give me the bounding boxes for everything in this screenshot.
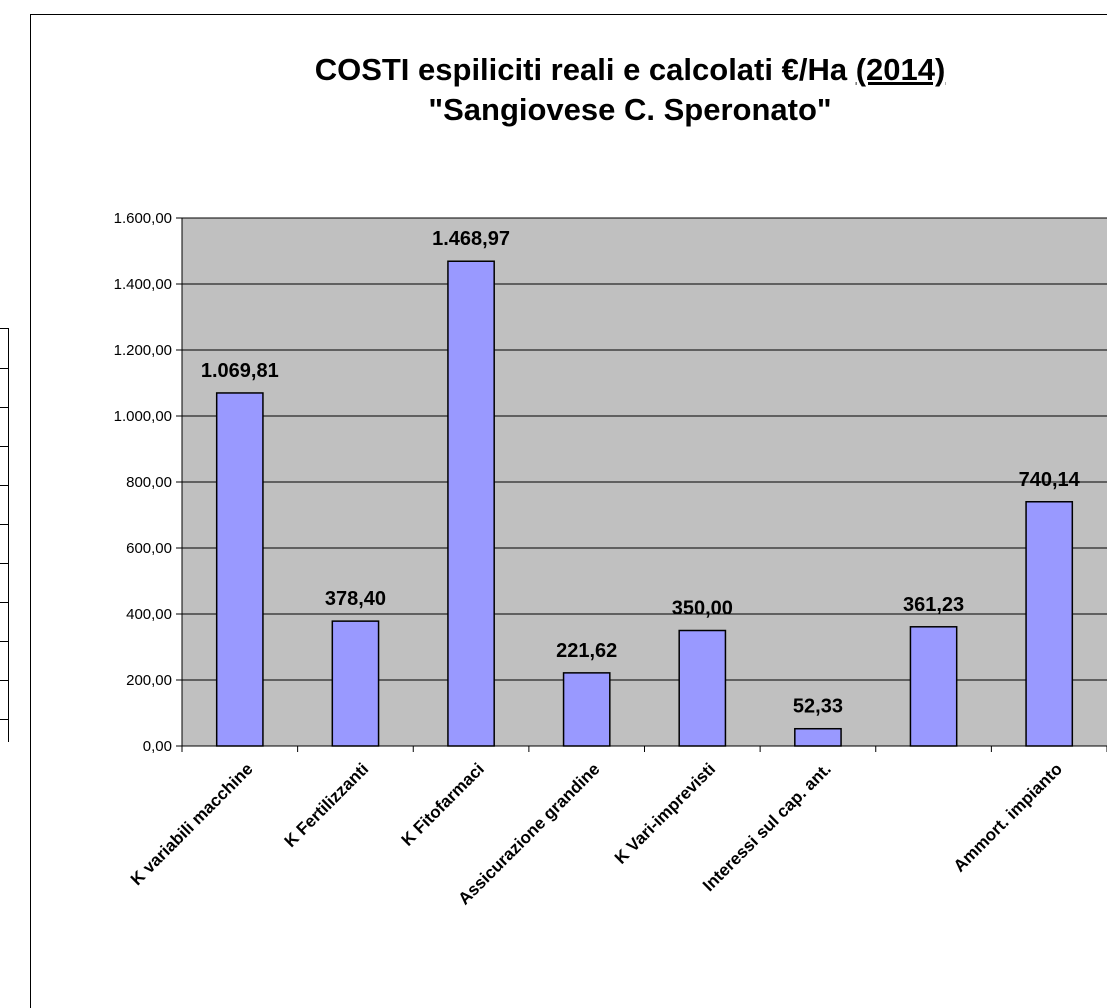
y-tick-label: 1.200,00 [114,342,172,359]
category-labels: K variabili macchine K Fertilizzanti K Fit… [127,759,1066,908]
chart-title: COSTI espiliciti reali e calcolati €/Ha … [210,50,1050,130]
y-tick-label: 1.000,00 [114,408,172,425]
bar [215,392,264,747]
bar [331,620,380,747]
value-label: 361,23 [903,594,964,616]
bar [562,672,611,747]
value-labels: 1.069,81 378,40 1.468,97 221,62 350,00 52,33 3… [201,228,1081,717]
category-label: K Fertilizzanti [281,759,373,851]
category-label: Interessi sul cap. ant. [699,759,835,895]
y-tick-label: 400,00 [126,606,172,623]
y-tick-label: 0,00 [143,738,172,755]
y-tick-label: 1.400,00 [114,276,172,293]
partial-table-edge [0,328,9,742]
category-label: K Fitofarmaci [398,759,488,849]
value-label: 350,00 [672,598,733,620]
chart-title-year: (2014) [855,52,946,87]
y-axis-ticks: 0,00 200,00 400,00 600,00 800,00 1.000,00 1.20… [114,210,182,755]
value-label: 1.069,81 [201,360,279,382]
category-label: K Vari-imprevisti [611,759,719,867]
chart-title-text: COSTI espiliciti reali e calcolati €/Ha [314,52,856,87]
y-tick-label: 600,00 [126,540,172,557]
y-tick-label: 200,00 [126,672,172,689]
category-label: K variabili macchine [127,759,257,889]
bar [447,260,495,747]
value-label: 1.468,97 [432,228,510,250]
bar [909,626,958,747]
bar [1025,501,1074,747]
bar [794,727,842,747]
chart-title-line1: COSTI espiliciti reali e calcolati €/Ha … [210,50,1050,90]
y-tick-label: 1.600,00 [114,210,172,227]
x-axis-ticks [181,746,1107,752]
value-label: 740,14 [1019,469,1081,491]
value-label: 221,62 [556,640,617,662]
chart-subtitle: "Sangiovese C. Speronato" [428,92,832,127]
value-label: 378,40 [325,588,386,610]
bar [678,629,727,747]
chart-frame [30,14,1107,1008]
y-tick-label: 800,00 [126,474,172,491]
category-label: Ammort. impianto [950,759,1066,875]
value-label: 52,33 [793,696,843,718]
